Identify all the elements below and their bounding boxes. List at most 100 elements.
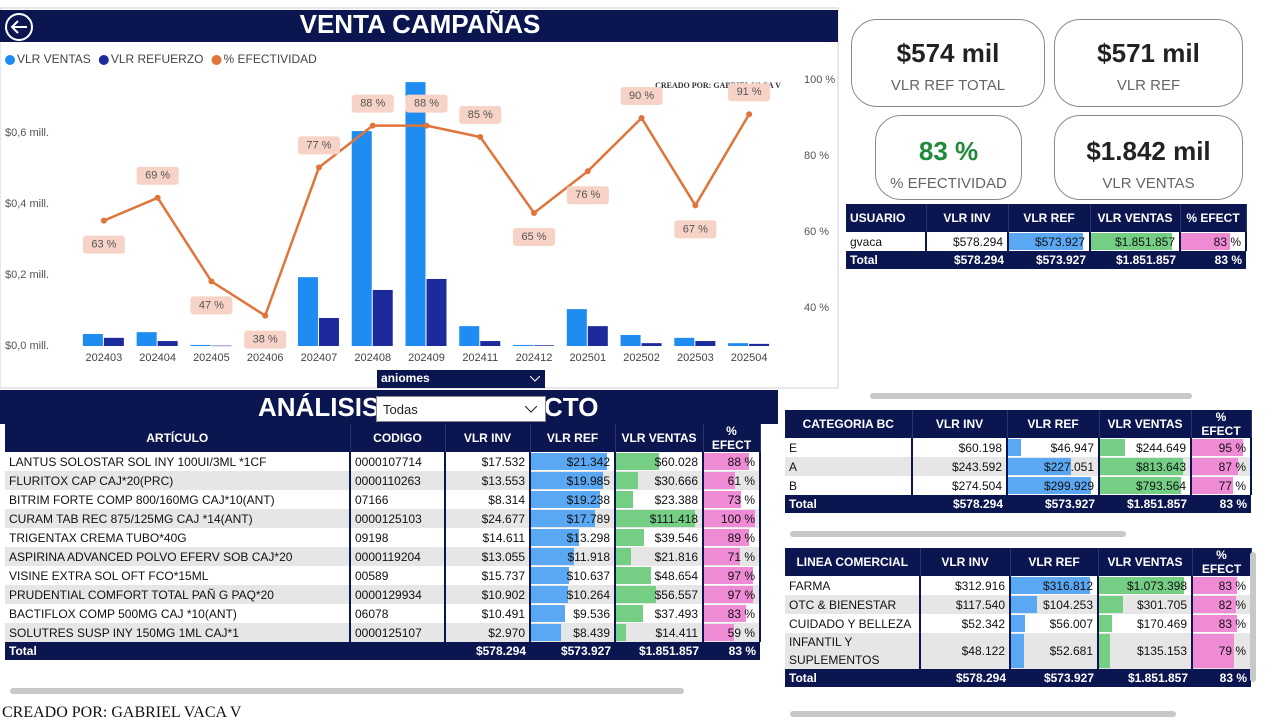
y-tick-label: $0,0 mill. <box>5 340 49 352</box>
data-bar <box>531 624 562 641</box>
table-cell: $227.051 <box>1007 457 1100 476</box>
scrollbar[interactable] <box>10 688 684 694</box>
table: CATEGORIA BC VLR INV VLR REF VLR VENTAS% EF… <box>785 410 1252 513</box>
y-tick-label: $0,2 mill. <box>5 269 49 281</box>
table-cell: 0000107714 <box>350 452 446 471</box>
table-cell: $117.540 <box>920 595 1011 614</box>
line-point <box>100 217 107 224</box>
table-cell: 06078 <box>350 604 446 623</box>
cell-text: FLURITOX CAP CAJ*20(PRC) <box>9 473 174 488</box>
cell-text: $46.947 <box>1050 440 1094 455</box>
data-bar <box>1099 634 1110 668</box>
table-row: OTC & BIENESTAR $117.540 $104.253 $301.705 8… <box>785 595 1252 614</box>
cell-text: A <box>789 459 798 474</box>
bar <box>587 326 608 346</box>
data-bar <box>1193 577 1237 594</box>
table-cell: $244.649 <box>1099 438 1192 457</box>
product-filter[interactable]: Todas <box>376 396 546 422</box>
bar <box>297 277 318 346</box>
total-cell: Total <box>846 251 926 269</box>
data-label: 47 % <box>199 299 224 311</box>
table-cell: 0000125107 <box>350 623 446 642</box>
data-bar <box>1011 577 1091 594</box>
column-header: VLR VENTAS <box>1098 548 1193 576</box>
table-cell: $793.564 <box>1099 476 1192 495</box>
data-bar <box>1008 458 1071 475</box>
period-filter[interactable]: aniomes <box>377 370 545 388</box>
data-label: 88 % <box>414 98 439 110</box>
table-cell: 100 % <box>703 509 761 528</box>
data-bar <box>704 586 754 603</box>
bar <box>351 131 372 346</box>
bar <box>674 337 695 346</box>
column-header: VLR INV <box>445 424 531 452</box>
table-row: PRUDENTIAL COMFORT TOTAL PAÑ G PAQ*20 000… <box>5 585 761 604</box>
line-point <box>369 122 376 129</box>
table-cell: CURAM TAB REC 875/125MG CAJ *14(ANT) <box>5 509 351 528</box>
x-tick-label: 202407 <box>301 352 338 364</box>
line-point <box>208 278 215 285</box>
cell-text: 83 % <box>1214 253 1242 267</box>
bar <box>728 343 749 346</box>
table-cell: 0000110263 <box>350 471 446 490</box>
table-row: LANTUS SOLOSTAR SOL INY 100UI/3ML *1CF 00… <box>5 452 761 471</box>
table-cell: 77 % <box>1191 476 1252 495</box>
column-header: % EFECT <box>1191 410 1252 438</box>
cell-text: 89 % <box>727 530 755 545</box>
table-cell: TRIGENTAX CREMA TUBO*40G <box>5 528 351 547</box>
data-bar <box>1009 233 1083 250</box>
data-label-box <box>620 87 663 105</box>
table-cell: $46.947 <box>1007 438 1100 457</box>
cell-text: 0000129934 <box>355 587 422 602</box>
data-bar <box>704 567 754 584</box>
y2-tick-label: 80 % <box>804 150 829 162</box>
cell-text: 83 % <box>727 606 755 621</box>
cell-text: $10.491 <box>481 606 525 621</box>
cell-text: $573.927 <box>1034 234 1085 249</box>
table-cell: $37.493 <box>615 604 704 623</box>
cell-text: 97 % <box>727 587 755 602</box>
table-cell: $135.153 <box>1098 633 1193 669</box>
total-cell: $1.851.857 <box>1090 251 1180 269</box>
table-cell: A <box>785 457 913 476</box>
back-button[interactable] <box>5 13 33 41</box>
data-bar <box>531 453 608 470</box>
data-bar <box>704 548 740 565</box>
cell-text: 71 % <box>727 549 755 564</box>
data-bar <box>1100 477 1181 494</box>
data-label-box <box>244 330 287 349</box>
scrollbar[interactable] <box>870 393 1192 399</box>
kpi-card: $1.842 mil VLR VENTAS <box>1054 115 1243 200</box>
scrollbar[interactable] <box>790 531 1126 537</box>
total-cell: $573.927 <box>1010 669 1098 687</box>
table-cell: 87 % <box>1191 457 1252 476</box>
watermark: CREADO POR: GABRIEL VACA V <box>655 81 781 90</box>
table-cell: $10.491 <box>445 604 531 623</box>
column-header: VLR REF <box>530 424 616 452</box>
cell-text: $299.929 <box>1043 478 1094 493</box>
cell-text: $10.902 <box>481 587 525 602</box>
table-cell: 97 % <box>703 585 761 604</box>
data-bar <box>531 586 568 603</box>
table-cell: $274.504 <box>912 476 1008 495</box>
bar <box>405 82 426 347</box>
cell-text: $104.253 <box>1042 597 1093 612</box>
column-header: VLR INV <box>926 204 1009 232</box>
scrollbar[interactable] <box>1250 552 1256 682</box>
scrollbar[interactable] <box>790 711 1176 717</box>
cell-text: 88 % <box>727 454 755 469</box>
table-cell: $11.918 <box>530 547 616 566</box>
table-cell: $48.654 <box>615 566 704 585</box>
total-cell: $1.851.857 <box>1098 669 1192 687</box>
table-cell: 0000125103 <box>350 509 446 528</box>
table-cell: 83 % <box>1192 576 1252 595</box>
cell-text: $573.927 <box>560 644 611 658</box>
x-tick-label: 202403 <box>86 352 123 364</box>
data-bar <box>531 567 570 584</box>
cell-text: 06078 <box>355 606 389 621</box>
data-label-box <box>674 220 717 239</box>
cell-text: $17.532 <box>481 454 525 469</box>
cell-text: $578.294 <box>475 644 526 658</box>
bar <box>459 326 480 346</box>
cell-text: $52.342 <box>961 616 1005 631</box>
